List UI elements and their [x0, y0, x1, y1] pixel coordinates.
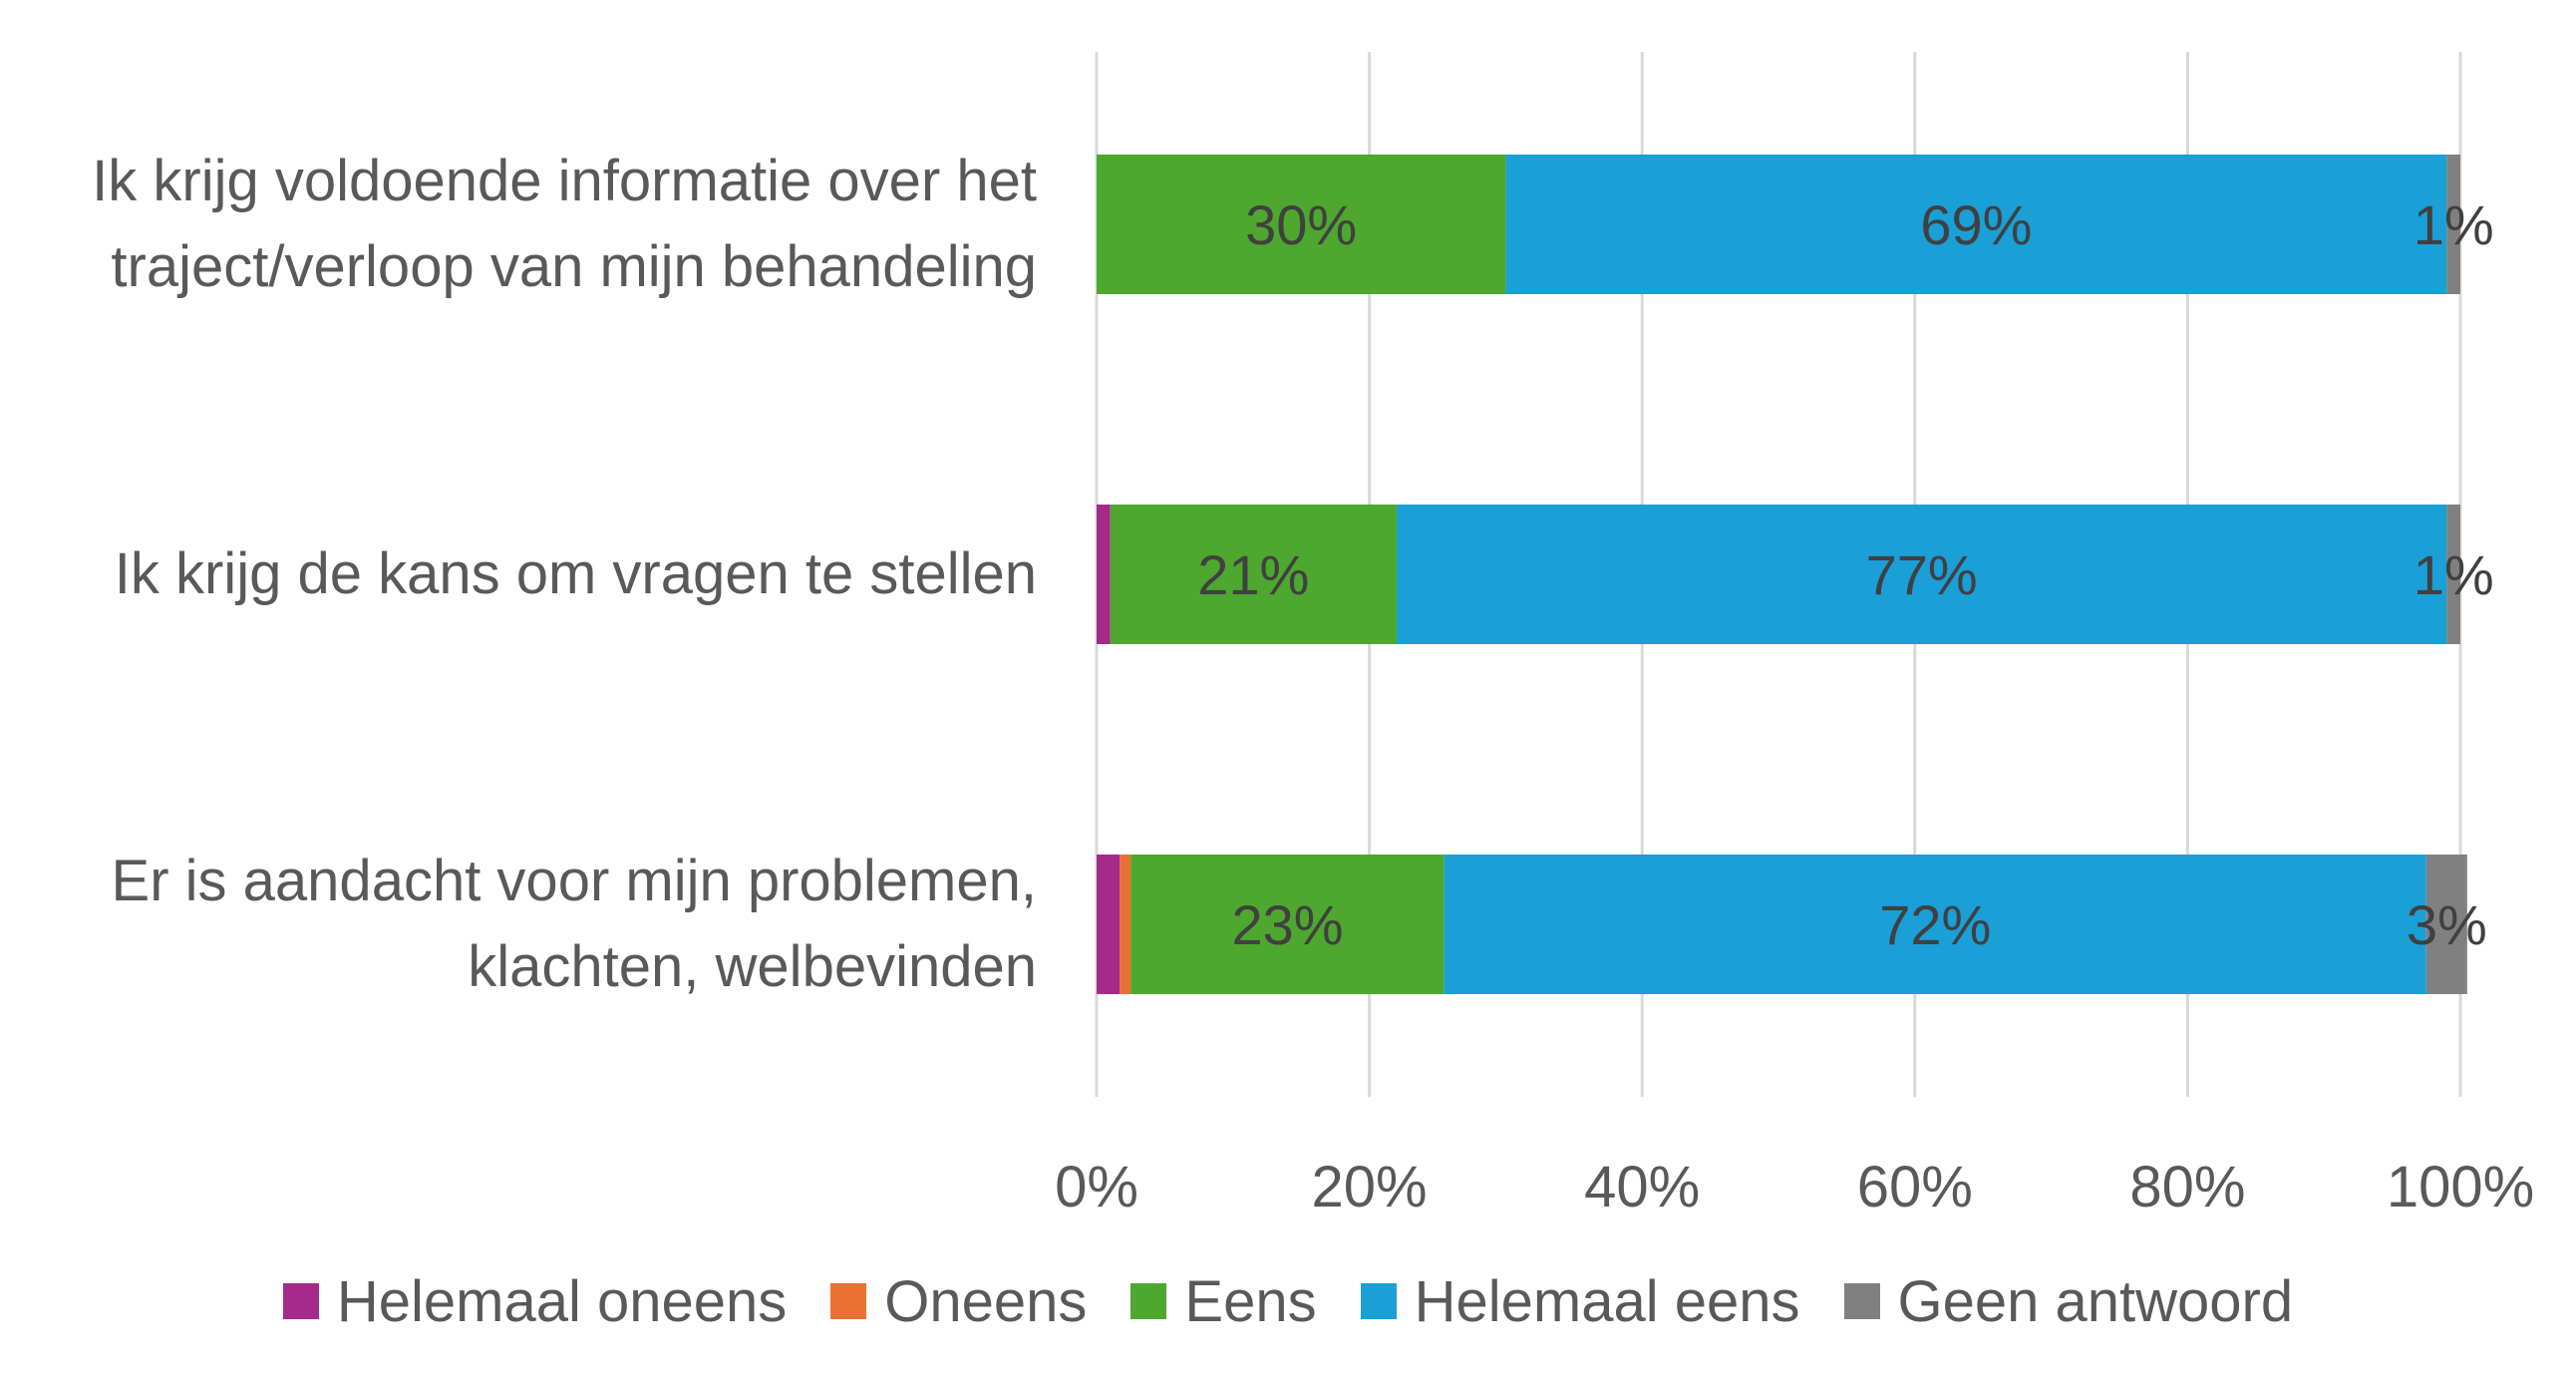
x-tick-labels: 0% 20% 40% 60% 80% 100% — [1055, 1155, 2534, 1219]
data-label: 30% — [1245, 193, 1357, 256]
data-labels: 30% 69% 1% 21% 77% 1% 23% 72% 3% — [1197, 193, 2493, 956]
legend-label: Helemaal eens — [1414, 1268, 1800, 1334]
data-label: 72% — [1879, 893, 1991, 956]
bar-segment — [1505, 155, 2447, 294]
category-label: Er is aandacht voor mijn problemen, klach… — [0, 839, 1037, 1010]
data-label: 23% — [1231, 893, 1343, 956]
category-label: Ik krijg de kans om vragen te stellen — [0, 531, 1037, 617]
data-label: 3% — [2407, 893, 2487, 956]
bar-segment — [1110, 505, 1397, 644]
bar-segment — [1097, 155, 1506, 294]
category-label: Ik krijg voldoende informatie over het tr… — [0, 139, 1037, 310]
legend-label: Eens — [1184, 1268, 1317, 1334]
legend-item: Helemaal oneens — [282, 1268, 788, 1335]
x-tick-label: 20% — [1312, 1155, 1428, 1219]
bar-segment — [1444, 855, 2426, 994]
category-label-line: klachten, welbevinden — [468, 934, 1037, 999]
bar-segment — [1097, 855, 1121, 994]
bar-segment — [1130, 855, 1445, 994]
legend-item: Geen antwoord — [1843, 1268, 2294, 1335]
data-label: 1% — [2414, 543, 2494, 606]
bar-segment — [1396, 505, 2447, 644]
legend-label: Geen antwoord — [1897, 1268, 2294, 1334]
data-label: 1% — [2414, 193, 2494, 256]
legend-item: Eens — [1130, 1268, 1317, 1335]
legend-swatch — [282, 1283, 319, 1319]
category-label-line: Ik krijg de kans om vragen te stellen — [114, 541, 1037, 606]
x-tick-label: 0% — [1055, 1155, 1138, 1219]
bar-segment — [1097, 505, 1111, 644]
x-tick-label: 60% — [1857, 1155, 1973, 1219]
bar-segment — [2425, 855, 2467, 994]
x-tick-label: 100% — [2387, 1155, 2534, 1219]
legend-swatch — [1360, 1283, 1397, 1319]
category-label-line: Ik krijg voldoende informatie over het — [92, 149, 1037, 213]
legend-swatch — [1130, 1283, 1167, 1319]
bar-segment — [2446, 505, 2460, 644]
legend: Helemaal oneens Oneens Eens Helemaal eens Ge… — [0, 1266, 2576, 1336]
x-tick-label: 40% — [1584, 1155, 1700, 1219]
data-label: 21% — [1197, 543, 1309, 606]
bar-segment — [2446, 155, 2460, 294]
category-label-line: traject/verloop van mijn behandeling — [111, 234, 1037, 299]
legend-label: Oneens — [884, 1268, 1088, 1334]
category-label-line: Er is aandacht voor mijn problemen, — [111, 849, 1037, 913]
data-label: 69% — [1920, 193, 2032, 256]
legend-swatch — [830, 1283, 867, 1319]
legend-item: Oneens — [830, 1268, 1087, 1335]
bars — [1097, 155, 2467, 994]
data-label: 77% — [1866, 543, 1978, 606]
legend-swatch — [1843, 1283, 1880, 1319]
x-tick-label: 80% — [2129, 1155, 2245, 1219]
bar-segment — [1120, 855, 1131, 994]
legend-item: Helemaal eens — [1360, 1268, 1800, 1335]
legend-label: Helemaal oneens — [336, 1268, 788, 1334]
